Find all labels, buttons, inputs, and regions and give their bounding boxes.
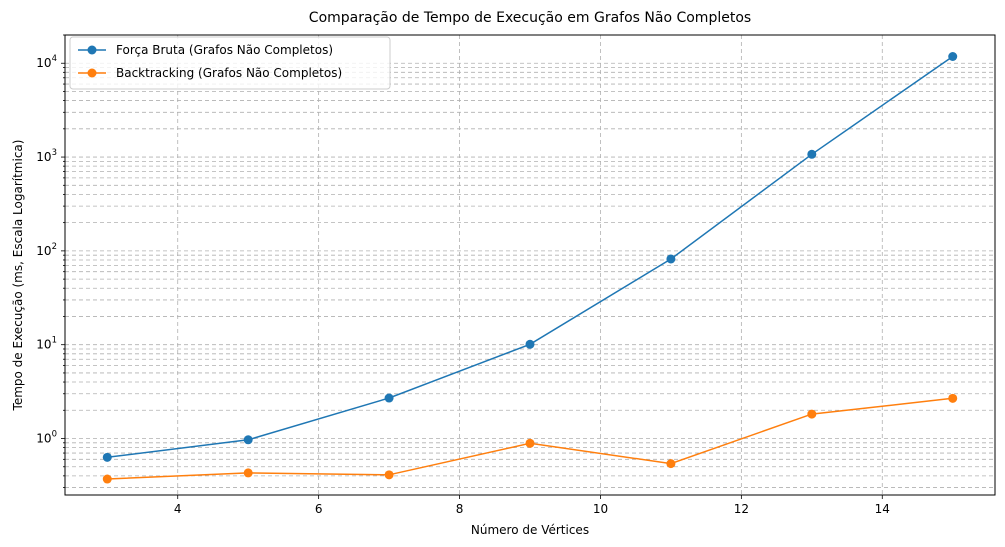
series-1-point xyxy=(102,474,112,484)
series-0-point xyxy=(384,393,394,403)
y-tick-label: 104 xyxy=(36,54,57,70)
legend-marker-backtracking xyxy=(87,68,97,78)
series-0-point xyxy=(102,452,112,462)
series-0-point xyxy=(243,435,253,445)
legend-label-forca-bruta: Força Bruta (Grafos Não Completos) xyxy=(116,43,333,57)
series-layer xyxy=(102,51,958,484)
x-tick-label: 6 xyxy=(315,502,323,516)
plot-frame xyxy=(64,34,996,496)
series-0-point xyxy=(666,254,676,264)
series-1-point xyxy=(948,393,958,403)
x-tick-label: 4 xyxy=(174,502,182,516)
ticks: 4 6 8 10 12 14 100 101 102 103 104 xyxy=(36,34,890,516)
x-tick-label: 10 xyxy=(593,502,608,516)
y-tick-label: 101 xyxy=(36,336,57,352)
chart-title: Comparação de Tempo de Execução em Grafo… xyxy=(309,10,751,26)
legend-label-backtracking: Backtracking (Grafos Não Completos) xyxy=(116,66,342,80)
legend-box xyxy=(69,36,391,90)
x-axis-label: Número de Vértices xyxy=(471,523,589,537)
x-tick-label: 12 xyxy=(734,502,749,516)
y-tick-label: 102 xyxy=(36,242,57,258)
y-tick-label: 100 xyxy=(36,430,57,446)
legend: Força Bruta (Grafos Não Completos) Backt… xyxy=(69,36,391,90)
series-0-point xyxy=(807,149,817,159)
y-axis-label: Tempo de Execução (ms, Escala Logarítmic… xyxy=(11,140,25,412)
series-1-point xyxy=(807,409,817,419)
series-1-point xyxy=(243,468,253,478)
grid xyxy=(65,34,995,495)
series-0-point xyxy=(525,339,535,349)
x-tick-label: 8 xyxy=(456,502,464,516)
y-tick-label: 103 xyxy=(36,148,57,164)
series-0-point xyxy=(948,51,958,61)
series-1-point xyxy=(666,459,676,469)
series-1-point xyxy=(384,470,394,480)
legend-marker-forca-bruta xyxy=(87,45,97,55)
series-1-point xyxy=(525,438,535,448)
x-tick-label: 14 xyxy=(875,502,890,516)
